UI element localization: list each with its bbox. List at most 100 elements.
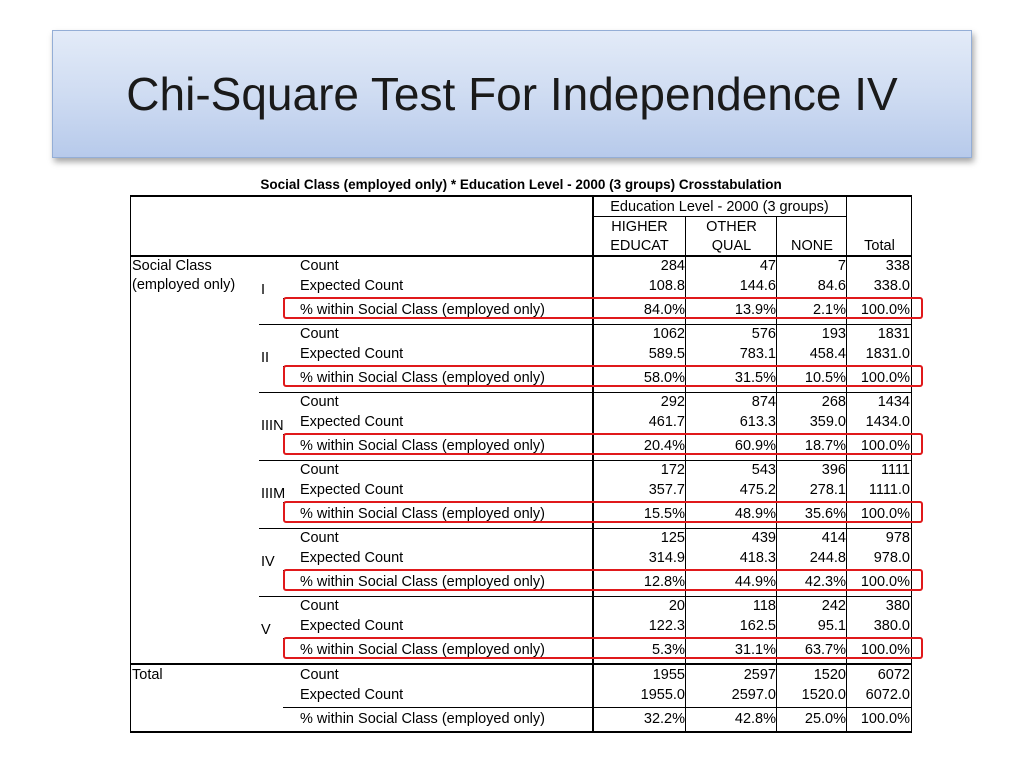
stat-label: Count [300, 667, 339, 683]
total-label: Total [132, 667, 163, 683]
table-value: 84.6 [817, 278, 846, 294]
stat-label: Count [300, 530, 339, 546]
table-value: 100.0% [860, 370, 910, 386]
table-value: 359.0 [809, 414, 846, 430]
col-header-line2: Total [864, 238, 895, 254]
table-value: 338 [885, 258, 910, 274]
table-value: 613.3 [739, 414, 776, 430]
table-value: 42.3% [804, 574, 846, 590]
col-header-line1: HIGHER [611, 219, 668, 235]
table-value: 58.0% [643, 370, 685, 386]
pct-row-highlight [283, 365, 923, 387]
table-value: 1434.0 [865, 414, 910, 430]
stat-label: Count [300, 326, 339, 342]
stat-label: Expected Count [300, 346, 404, 362]
group-label: V [261, 622, 271, 638]
col-header-line2: EDUCAT [610, 238, 669, 254]
table-value: 48.9% [734, 506, 776, 522]
table-value: 118 [752, 598, 776, 614]
row-header-line2: (employed only) [132, 277, 236, 293]
stat-label: % within Social Class (employed only) [300, 370, 545, 386]
table-value: 2597 [743, 667, 776, 683]
table-value: 1831.0 [865, 346, 910, 362]
table-value: 414 [821, 530, 846, 546]
table-value: 543 [751, 462, 776, 478]
group-label: IV [261, 554, 275, 570]
table-value: 10.5% [804, 370, 846, 386]
stat-label: Count [300, 394, 339, 410]
table-value: 338.0 [873, 278, 910, 294]
table-value: 44.9% [734, 574, 776, 590]
table-value: 31.5% [734, 370, 776, 386]
table-value: 13.9% [734, 302, 776, 318]
stat-label: Count [300, 258, 339, 274]
table-value: 1062 [652, 326, 685, 342]
stat-label: Expected Count [300, 414, 404, 430]
table-value: 874 [751, 394, 776, 410]
table-value: 1520 [813, 667, 846, 683]
table-value: 475.2 [739, 482, 776, 498]
table-value: 284 [660, 258, 685, 274]
stat-label: Expected Count [300, 278, 404, 294]
table-value: 100.0% [860, 711, 910, 727]
stat-label: % within Social Class (employed only) [300, 302, 545, 318]
table-value: 314.9 [648, 550, 685, 566]
col-header-line2: QUAL [711, 238, 752, 254]
table-value: 576 [751, 326, 776, 342]
table-border-top [130, 195, 912, 197]
table-value: 292 [660, 394, 685, 410]
table-value: 589.5 [648, 346, 685, 362]
stat-label: Expected Count [300, 687, 404, 703]
group-header-underline [593, 216, 847, 217]
table-value: 100.0% [860, 642, 910, 658]
slide-title-band: Chi-Square Test For Independence IV [52, 30, 972, 158]
group-label: IIIN [261, 418, 284, 434]
table-value: 2.1% [812, 302, 846, 318]
table-value: 1955.0 [640, 687, 685, 703]
table-value: 193 [821, 326, 846, 342]
table-value: 18.7% [804, 438, 846, 454]
table-value: 1111.0 [868, 482, 910, 498]
table-value: 1831 [877, 326, 910, 342]
table-value: 63.7% [804, 642, 846, 658]
stat-label: Expected Count [300, 482, 404, 498]
header-divider [130, 255, 912, 257]
table-value: 978.0 [873, 550, 910, 566]
table-value: 12.8% [643, 574, 685, 590]
table-value: 100.0% [860, 302, 910, 318]
table-value: 47 [759, 258, 776, 274]
group-label: IIIM [261, 486, 286, 502]
table-value: 2597.0 [731, 687, 776, 703]
table-value: 1434 [877, 394, 910, 410]
table-value: 6072.0 [865, 687, 910, 703]
table-value: 15.5% [643, 506, 685, 522]
group-separator [259, 324, 912, 325]
table-value: 1955 [652, 667, 685, 683]
group-separator [259, 596, 912, 597]
col-header-line1: OTHER [706, 219, 757, 235]
table-value: 84.0% [643, 302, 685, 318]
stat-label: Count [300, 598, 339, 614]
table-value: 95.1 [817, 618, 846, 634]
stat-label: % within Social Class (employed only) [300, 711, 545, 727]
total-divider [130, 663, 912, 665]
table-value: 125 [660, 530, 685, 546]
table-value: 357.7 [648, 482, 685, 498]
table-value: 31.1% [734, 642, 776, 658]
table-value: 20 [668, 598, 685, 614]
table-value: 100.0% [860, 438, 910, 454]
table-value: 32.2% [643, 711, 685, 727]
table-value: 122.3 [648, 618, 685, 634]
table-value: 380.0 [873, 618, 910, 634]
pct-row-highlight [283, 433, 923, 455]
col-header-line2: NONE [791, 238, 833, 254]
pct-row-highlight [283, 297, 923, 319]
table-border-left [130, 195, 131, 732]
pct-row-highlight [283, 569, 923, 591]
table-value: 42.8% [734, 711, 776, 727]
table-value: 6072 [877, 667, 910, 683]
table-value: 100.0% [860, 506, 910, 522]
stat-label: Expected Count [300, 550, 404, 566]
table-value: 35.6% [804, 506, 846, 522]
col-group-header: Education Level - 2000 (3 groups) [610, 199, 829, 215]
